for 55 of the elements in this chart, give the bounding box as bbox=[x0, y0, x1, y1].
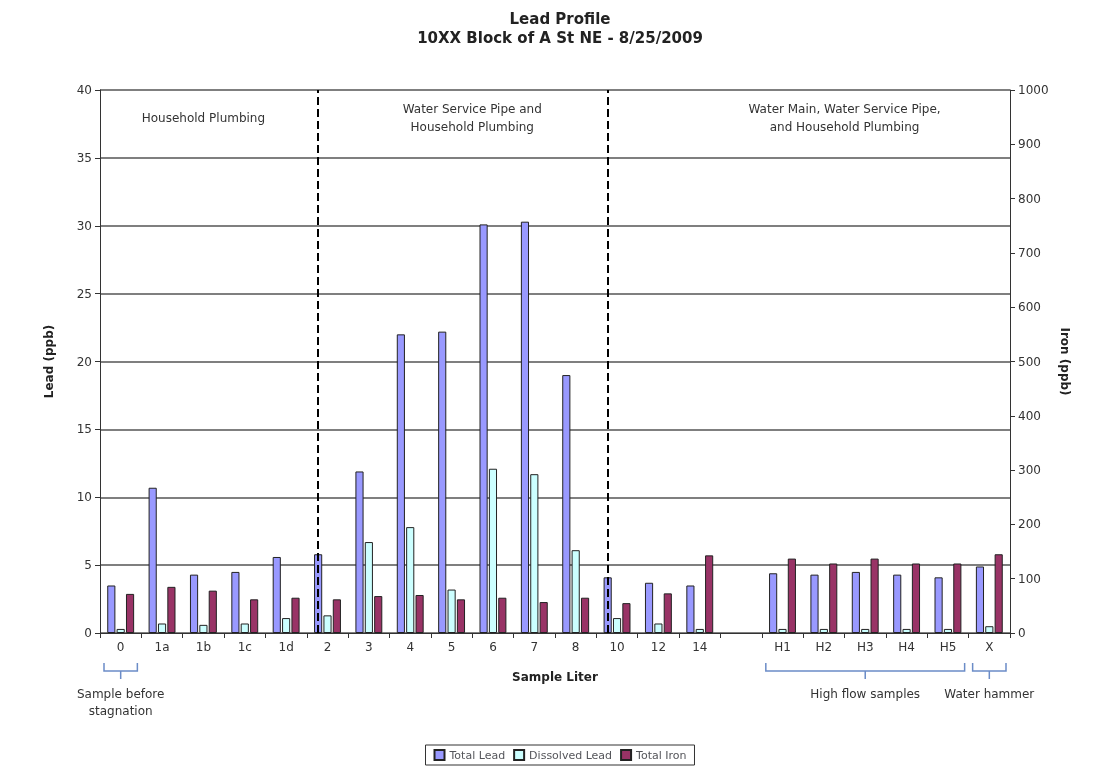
y-tick-label: 5 bbox=[84, 558, 92, 573]
text: Sample before stagnation bbox=[76, 686, 165, 718]
chart-subtitle: 10XX Block of A St NE - 8/25/2009 bbox=[417, 28, 703, 47]
x-tick-label: 1b bbox=[195, 640, 212, 654]
legend-label: Dissolved Lead bbox=[529, 748, 613, 762]
x-tick-label: 7 bbox=[530, 640, 539, 654]
annotation: Water Service Pipe and Household Plumbing bbox=[402, 102, 542, 134]
x-tick-label: 10 bbox=[609, 640, 625, 654]
y2-tick-label: 100 bbox=[1018, 571, 1041, 586]
x-tick-label: X bbox=[985, 640, 994, 654]
legend-label: Total Lead bbox=[448, 748, 506, 762]
y2-tick-label: 800 bbox=[1018, 191, 1041, 206]
y-tick-label: 35 bbox=[76, 150, 92, 165]
legend-label: Total Iron bbox=[635, 748, 687, 762]
x-tick-label: H4 bbox=[898, 640, 915, 654]
y-tick-label: 0 bbox=[84, 626, 92, 640]
y2-tick-label: 1000 bbox=[1018, 83, 1049, 97]
x-tick-label: 6 bbox=[489, 640, 497, 654]
y2-tick-label: 600 bbox=[1018, 300, 1041, 315]
y-axis-title: Lead (ppb) bbox=[42, 324, 56, 399]
x-axis-title: Sample Liter bbox=[512, 670, 598, 684]
y2-tick-label: 700 bbox=[1018, 245, 1041, 260]
y-tick-label: 10 bbox=[76, 490, 92, 505]
text: High flow samples bbox=[810, 686, 921, 701]
y2-tick-label: 500 bbox=[1018, 354, 1041, 369]
y-tick-label: 40 bbox=[76, 83, 92, 97]
x-tick-label: 4 bbox=[406, 640, 415, 654]
x-tick-label: H2 bbox=[815, 640, 833, 654]
x-tick-label: 5 bbox=[447, 640, 456, 654]
x-tick-label: 8 bbox=[571, 640, 580, 654]
x-tick-label: 1c bbox=[237, 640, 252, 654]
x-tick-label: 1d bbox=[278, 640, 294, 654]
y2-tick-label: 400 bbox=[1018, 408, 1041, 423]
y2-tick-label: 900 bbox=[1018, 137, 1041, 152]
chart-title: Lead Profile bbox=[509, 9, 611, 28]
y2-tick-label: 0 bbox=[1018, 626, 1026, 640]
x-tick-label: H5 bbox=[939, 640, 957, 654]
y-tick-label: 30 bbox=[76, 218, 92, 233]
x-tick-label: 0 bbox=[116, 640, 125, 654]
y-tick-label: 25 bbox=[76, 286, 92, 301]
x-tick-label: 2 bbox=[323, 640, 332, 654]
x-tick-label: H1 bbox=[774, 640, 791, 654]
x-tick-label: 12 bbox=[650, 640, 667, 654]
x-tick-label: H3 bbox=[856, 640, 874, 654]
x-tick-label: 3 bbox=[365, 640, 373, 654]
annotation: Household Plumbing bbox=[141, 111, 266, 125]
text: Water hammer bbox=[944, 686, 1035, 701]
y-tick-label: 20 bbox=[76, 354, 92, 369]
annotation: Water Main, Water Service Pipe, and Household Plumbing bbox=[748, 102, 941, 134]
x-tick-label: 14 bbox=[692, 640, 708, 654]
y2-tick-label: 200 bbox=[1018, 517, 1041, 532]
y2-tick-label: 300 bbox=[1018, 463, 1041, 478]
y-tick-label: 15 bbox=[76, 422, 92, 437]
x-tick-label: 1a bbox=[154, 640, 170, 654]
y2-axis-title: Iron (ppb) bbox=[1058, 327, 1073, 396]
